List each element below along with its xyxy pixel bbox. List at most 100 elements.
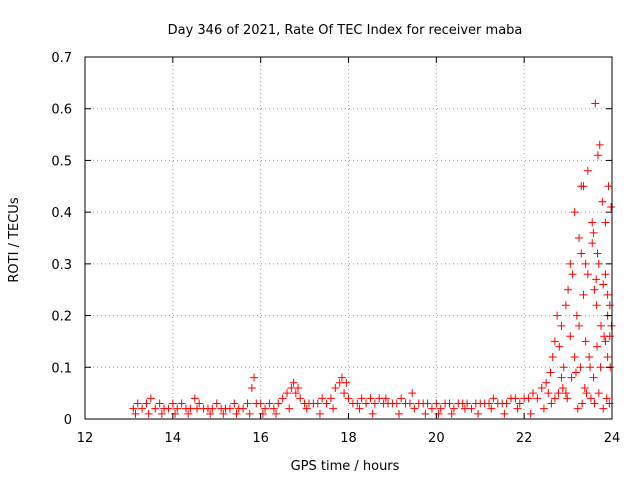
data-point	[410, 404, 419, 413]
data-point	[539, 404, 548, 413]
data-point	[129, 404, 138, 413]
x-axis-label: GPS time / hours	[291, 459, 400, 474]
data-point	[171, 409, 180, 418]
data-point	[239, 404, 248, 413]
x-tick-label: 22	[516, 431, 533, 446]
data-point	[427, 404, 436, 413]
data-point	[283, 389, 292, 398]
data-point	[405, 399, 414, 408]
data-point	[533, 394, 542, 403]
data-point	[432, 399, 441, 408]
data-point	[463, 399, 472, 408]
data-point	[575, 321, 584, 330]
data-point	[571, 368, 580, 377]
data-point	[355, 404, 364, 413]
data-point	[557, 321, 566, 330]
data-point	[582, 389, 591, 398]
data-point	[592, 275, 601, 284]
data-point	[603, 290, 612, 299]
data-point	[337, 373, 346, 382]
data-point	[599, 404, 608, 413]
data-point	[408, 389, 417, 398]
data-point	[261, 404, 270, 413]
data-point	[278, 394, 287, 403]
data-point	[370, 399, 379, 408]
data-point	[586, 363, 595, 372]
data-point	[326, 394, 335, 403]
x-tick-labels: 12 14 16 18 20 22 24	[77, 431, 621, 446]
data-point	[151, 404, 160, 413]
data-point	[593, 342, 602, 351]
data-point	[513, 404, 522, 413]
x-tick-label: 12	[77, 431, 94, 446]
data-point	[177, 399, 186, 408]
data-point	[557, 373, 566, 382]
data-point	[547, 399, 556, 408]
data-point	[302, 404, 311, 413]
data-point	[245, 409, 254, 418]
data-point	[232, 409, 241, 418]
data-point	[591, 99, 600, 108]
data-point	[590, 285, 599, 294]
data-point	[329, 404, 338, 413]
data-point	[581, 259, 590, 268]
data-point	[576, 363, 585, 372]
data-point	[555, 342, 564, 351]
data-point	[544, 389, 553, 398]
data-point	[192, 404, 201, 413]
data-point	[586, 394, 595, 403]
data-point	[515, 399, 524, 408]
data-point	[313, 399, 322, 408]
data-point	[550, 394, 559, 403]
data-point	[570, 208, 579, 217]
data-point	[421, 409, 430, 418]
data-point	[362, 399, 371, 408]
data-point	[487, 404, 496, 413]
data-point	[585, 352, 594, 361]
data-point	[546, 368, 555, 377]
data-point	[250, 373, 259, 382]
data-point	[395, 409, 404, 418]
x-tick-label: 20	[428, 431, 445, 446]
data-point	[230, 399, 239, 408]
data-point	[243, 399, 252, 408]
y-axis-label: ROTI / TECUs	[7, 197, 22, 282]
scatter-points	[129, 99, 616, 418]
data-point	[567, 373, 576, 382]
data-point	[293, 383, 302, 392]
data-point	[460, 404, 469, 413]
data-point	[449, 404, 458, 413]
grid-lines	[85, 57, 612, 419]
data-point	[581, 337, 590, 346]
x-tick-label: 24	[604, 431, 621, 446]
data-point	[593, 249, 602, 258]
data-point	[272, 409, 281, 418]
data-point	[296, 394, 305, 403]
data-point	[561, 301, 570, 310]
y-tick-label: 0.3	[51, 258, 72, 273]
data-point	[474, 409, 483, 418]
data-point	[258, 409, 267, 418]
data-point	[564, 285, 573, 294]
data-point	[133, 399, 142, 408]
data-point	[447, 409, 456, 418]
y-tick-label: 0.2	[51, 310, 72, 325]
data-point	[342, 378, 351, 387]
data-point	[344, 394, 353, 403]
data-point	[605, 301, 614, 310]
data-point	[601, 337, 610, 346]
x-tick-label: 18	[340, 431, 357, 446]
x-tick-label: 14	[165, 431, 182, 446]
data-point	[485, 399, 494, 408]
data-point	[550, 337, 559, 346]
data-point	[500, 409, 509, 418]
data-point	[566, 332, 575, 341]
data-point	[577, 249, 586, 258]
data-point	[561, 389, 570, 398]
data-point	[579, 290, 588, 299]
data-point	[528, 389, 537, 398]
data-point	[368, 409, 377, 418]
data-point	[138, 404, 147, 413]
data-point	[353, 399, 362, 408]
data-point	[592, 301, 601, 310]
